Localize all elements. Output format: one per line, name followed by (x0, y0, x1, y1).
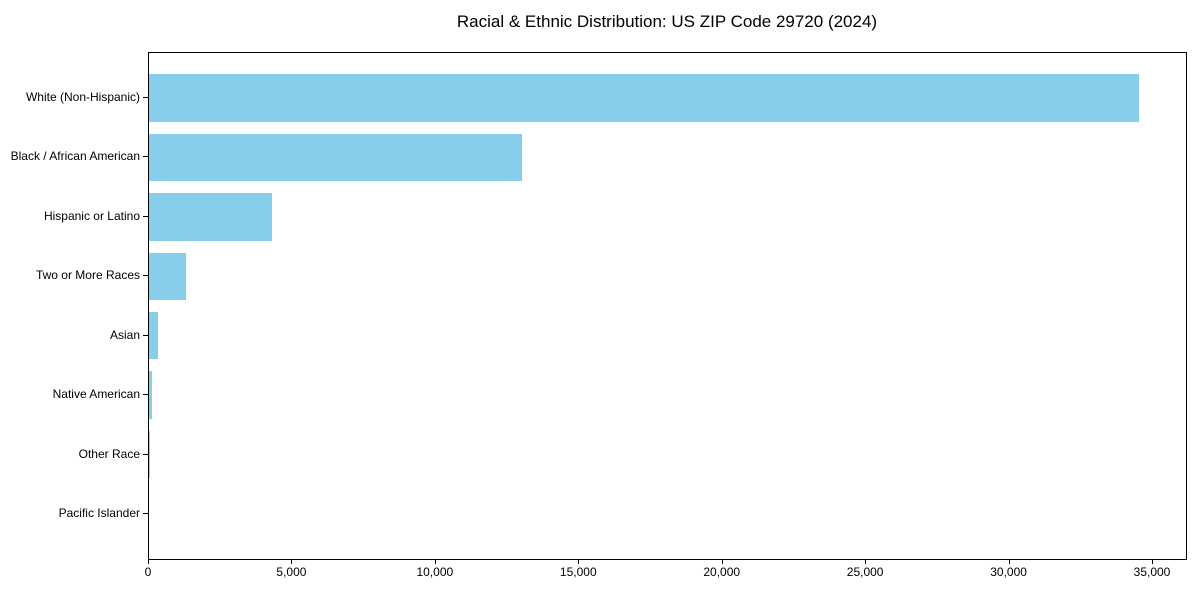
y-axis-label-black-african-american: Black / African American (10, 149, 140, 164)
x-tick-label-5-000: 5,000 (276, 565, 307, 579)
y-tick-mark (143, 97, 148, 98)
y-axis-label-two-or-more-races: Two or More Races (35, 268, 140, 283)
y-axis-label-native-american: Native American (52, 387, 140, 402)
y-axis-label-asian: Asian (109, 327, 140, 342)
x-tick-mark (721, 559, 723, 564)
x-tick-label-15-000: 15,000 (559, 565, 597, 579)
bar-hispanic-or-latino (149, 193, 273, 241)
bar-white-non-hispanic (149, 74, 1139, 122)
x-tick-label-30-000: 30,000 (990, 565, 1027, 579)
y-tick-mark (143, 453, 148, 455)
y-axis-label-hispanic-or-latino: Hispanic or Latino (43, 208, 140, 223)
y-tick-mark (143, 334, 148, 336)
y-axis-label-pacific-islander: Pacific Islander (58, 506, 140, 520)
y-axis-label-other-race: Other Race (78, 446, 140, 461)
x-tick-mark (291, 559, 293, 564)
y-tick-mark (143, 156, 148, 158)
x-tick-mark (1152, 559, 1153, 564)
bar-black-african-american (149, 133, 522, 182)
y-tick-mark (143, 215, 148, 217)
x-tick-label-0: 0 (144, 565, 152, 579)
x-tick-label-35-000: 35,000 (1133, 565, 1171, 579)
x-tick-mark (148, 559, 149, 564)
x-tick-label-10-000: 10,000 (416, 565, 454, 579)
y-tick-mark (143, 394, 148, 396)
bar-asian (149, 311, 158, 360)
plot-area (148, 52, 1187, 560)
y-tick-mark (143, 275, 148, 277)
y-tick-mark (143, 513, 148, 514)
bar-other-race (149, 430, 150, 479)
x-tick-label-20-000: 20,000 (703, 565, 741, 579)
x-tick-mark (865, 559, 867, 564)
x-tick-mark (578, 559, 580, 564)
x-tick-label-25-000: 25,000 (846, 565, 884, 579)
bar-two-or-more-races (149, 252, 187, 301)
chart-title: Racial & Ethnic Distribution: US ZIP Cod… (456, 12, 878, 31)
x-tick-mark (1008, 559, 1010, 564)
x-tick-mark (434, 559, 436, 564)
y-axis-label-white-non-hispanic: White (Non-Hispanic) (25, 90, 140, 104)
bar-native-american (149, 371, 153, 419)
